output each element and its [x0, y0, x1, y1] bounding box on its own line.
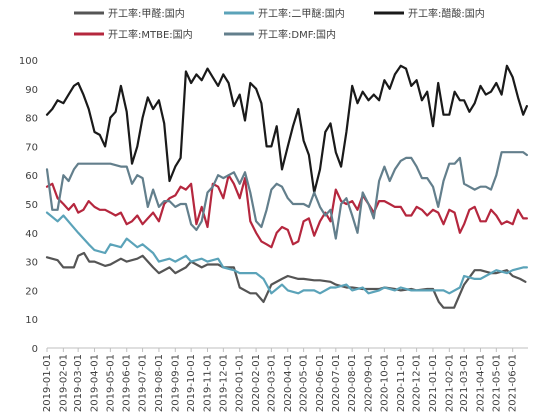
- x-tick-label: 2021-06-01: [508, 354, 519, 412]
- x-tick-label: 2019-07-01: [138, 354, 149, 412]
- y-tick-label: 50: [25, 200, 38, 211]
- x-tick-label: 2019-01-01: [42, 354, 53, 412]
- x-tick-label: 2021-02-01: [444, 354, 455, 412]
- x-tick-label: 2020-09-01: [364, 354, 375, 412]
- legend-item: 开工率:二甲醚:国内: [224, 7, 345, 20]
- x-tick-label: 2019-04-01: [90, 354, 101, 412]
- x-tick-label: 2020-02-01: [251, 354, 262, 412]
- legend-label: 开工率:二甲醚:国内: [258, 7, 345, 20]
- x-tick-label: 2019-11-01: [203, 354, 214, 412]
- series-line-1: [45, 251, 527, 309]
- plot-area: [45, 64, 529, 309]
- x-tick-label: 2020-06-01: [315, 354, 326, 412]
- legend-label: 开工率:甲醛:国内: [108, 7, 185, 20]
- x-tick-label: 2020-05-01: [299, 354, 310, 412]
- y-tick-label: 90: [25, 85, 38, 96]
- x-tick-label: 2020-10-01: [379, 354, 390, 412]
- legend-item: 开工率:DMF:国内: [224, 28, 336, 41]
- legend-item: 开工率:甲醛:国内: [74, 7, 185, 20]
- y-tick-label: 30: [25, 258, 38, 269]
- series-line-2: [45, 211, 529, 295]
- x-tick-label: 2020-11-01: [396, 354, 407, 412]
- x-axis: 2019-01-01 2019-02-01 2019-03-01 2019-04-01…: [42, 347, 528, 412]
- x-tick-label: 2021-03-01: [459, 354, 470, 412]
- x-tick-label: 2020-01-01: [235, 354, 246, 412]
- x-tick-label: 2020-04-01: [283, 354, 294, 412]
- y-tick-label: 20: [25, 286, 38, 297]
- x-tick-label: 2021-05-01: [491, 354, 502, 412]
- y-tick-label: 80: [25, 114, 38, 125]
- y-tick-label: 0: [32, 344, 38, 355]
- x-tick-label: 2019-08-01: [154, 354, 165, 412]
- series-line-4: [45, 174, 529, 249]
- x-tick-label: 2021-01-01: [428, 354, 439, 412]
- x-tick-label: 2019-03-01: [73, 354, 84, 412]
- x-tick-label: 2020-07-01: [331, 354, 342, 412]
- x-tick-label: 2020-12-01: [412, 354, 423, 412]
- x-tick-label: 2019-02-01: [58, 354, 69, 412]
- y-tick-label: 100: [19, 56, 38, 67]
- x-tick-label: 2019-12-01: [218, 354, 229, 412]
- legend-item: 开工率:MTBE:国内: [74, 28, 193, 41]
- y-tick-label: 40: [25, 229, 38, 240]
- x-tick-label: 2020-03-01: [266, 354, 277, 412]
- y-tick-label: 60: [25, 171, 38, 182]
- legend-item: 开工率:醋酸:国内: [374, 7, 485, 20]
- y-tick-label: 70: [25, 142, 38, 153]
- y-tick-label: 10: [25, 315, 38, 326]
- x-tick-label: 2019-09-01: [170, 354, 181, 412]
- x-tick-label: 2020-08-01: [347, 354, 358, 412]
- legend-label: 开工率:MTBE:国内: [108, 28, 193, 41]
- x-tick-label: 2021-04-01: [475, 354, 486, 412]
- series-line-3: [45, 64, 529, 194]
- legend-label: 开工率:醋酸:国内: [408, 7, 485, 20]
- series-line-5: [45, 151, 529, 240]
- x-tick-label: 2019-06-01: [122, 354, 133, 412]
- y-axis: 0 10 20 30 40 50 60 70 80 90 100: [19, 56, 38, 355]
- x-tick-label: 2019-05-01: [105, 354, 116, 412]
- x-tick-label: 2019-10-01: [186, 354, 197, 412]
- legend-label: 开工率:DMF:国内: [258, 28, 336, 41]
